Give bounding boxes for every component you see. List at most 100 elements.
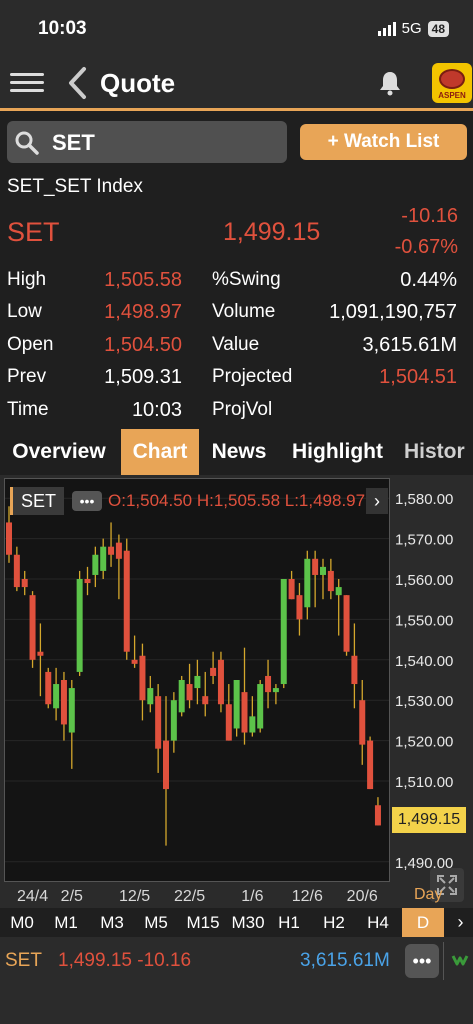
stat-label-projvol: ProjVol [212, 399, 273, 420]
candle-body [115, 542, 122, 559]
y-tick-label: 1,520.00 [395, 734, 453, 751]
candle-body [108, 546, 115, 555]
tab-chart[interactable]: Chart [121, 429, 199, 475]
candle-body [225, 704, 232, 741]
candle-body [21, 579, 28, 588]
index-name: SET_SET Index [7, 176, 143, 197]
timeframe-m30[interactable]: M30 [231, 912, 265, 932]
back-arrow-icon[interactable] [66, 66, 88, 100]
chart-options-icon[interactable]: ••• [72, 491, 102, 511]
chart-symbol-chip[interactable]: SET [10, 487, 64, 515]
y-tick-label: 1,570.00 [395, 532, 453, 549]
hamburger-menu-icon[interactable] [10, 68, 44, 96]
candle-body [6, 522, 12, 555]
more-options-icon[interactable]: ••• [405, 944, 439, 978]
chevron-right-icon[interactable]: › [366, 488, 388, 514]
aspen-logo[interactable]: ASPEN [432, 63, 472, 103]
candle-body [92, 554, 99, 575]
status-icons: 5G 48 [377, 20, 449, 37]
x-tick-label: 20/6 [347, 888, 378, 905]
candle-body [123, 550, 130, 652]
battery-icon: 48 [427, 20, 449, 37]
candle-body [139, 655, 146, 701]
timeframe-d[interactable]: D [402, 908, 444, 937]
market-signal-icon[interactable] [450, 950, 470, 970]
add-watch-list-button[interactable]: + Watch List [300, 124, 467, 160]
x-tick-label: 1/6 [241, 888, 263, 905]
candle-body [241, 692, 248, 733]
tab-news[interactable]: News [211, 440, 267, 463]
candle-body [68, 688, 75, 733]
bottom-symbol: SET [5, 950, 42, 971]
timeframe-m3[interactable]: M3 [100, 912, 124, 932]
tab-overview[interactable]: Overview [12, 440, 106, 463]
search-input[interactable]: SET [52, 130, 95, 155]
candle-body [13, 554, 20, 588]
stat-label-value: Value [212, 334, 260, 355]
candle-body [53, 684, 60, 709]
candle-body [60, 680, 67, 725]
quote-panel [0, 111, 473, 429]
candle-body [288, 579, 295, 600]
timeframe-m1[interactable]: M1 [54, 912, 78, 932]
y-tick-label: 1,580.00 [395, 491, 453, 508]
candle-body [257, 684, 264, 729]
candle-body [163, 740, 169, 790]
candle-body [100, 546, 107, 571]
candle-body [351, 655, 358, 685]
candle-body [84, 579, 91, 584]
price-change: -10.16 [401, 205, 458, 227]
stat-value-prev: 1,509.31 [104, 366, 182, 388]
x-tick-label: 24/4 [17, 888, 48, 905]
chart-ohlc-readout: O:1,504.50 H:1,505.58 L:1,498.97 [108, 491, 366, 510]
stat-label-open: Open [7, 334, 54, 355]
bell-icon[interactable] [378, 70, 402, 96]
candle-body [76, 579, 83, 672]
stat-label-low: Low [7, 301, 42, 322]
chevron-right-icon[interactable]: › [457, 912, 464, 932]
cellular-signal-icon [377, 21, 396, 36]
stat-value-swing: 0.44% [400, 269, 457, 291]
timeframe-m0[interactable]: M0 [10, 912, 34, 932]
candle-body [272, 688, 279, 693]
candle-body [155, 696, 162, 749]
candle-body [359, 700, 366, 745]
tab-history[interactable]: Histor [404, 440, 465, 463]
x-tick-label: 2/5 [61, 888, 83, 905]
candle-body [178, 680, 185, 713]
candle-body [186, 684, 193, 701]
search-box[interactable] [7, 121, 287, 163]
timeframe-h4[interactable]: H4 [367, 912, 389, 932]
y-tick-label: 1,510.00 [395, 774, 453, 791]
bottom-price-change: 1,499.15 -10.16 [58, 950, 192, 971]
candle-body [312, 558, 319, 575]
timeframe-bar [0, 908, 473, 937]
candle-body [367, 740, 374, 790]
candle-body [147, 688, 154, 705]
candle-body [296, 595, 303, 620]
stat-label-time: Time [7, 399, 49, 420]
candle-body [170, 700, 177, 741]
timeframe-m5[interactable]: M5 [144, 912, 168, 932]
timeframe-h1[interactable]: H1 [278, 912, 300, 932]
timeframe-m15[interactable]: M15 [186, 912, 220, 932]
bottom-ticker-bar [0, 937, 473, 1024]
timeframe-h2[interactable]: H2 [323, 912, 345, 932]
x-tick-label: 12/5 [119, 888, 150, 905]
stat-value-value: 3,615.61M [362, 334, 457, 356]
stat-value-projected: 1,504.51 [379, 366, 457, 388]
last-price-tag: 1,499.15 [392, 807, 466, 833]
stat-label-projected: Projected [212, 366, 293, 387]
price-change-percent: -0.67% [394, 236, 458, 258]
page-title: Quote [100, 68, 176, 98]
candlestick-chart[interactable]: 1,580.00 1,570.00 1,560.00 1,550.00 1,540.00… [0, 475, 473, 907]
tab-bar [0, 429, 473, 475]
x-tick-label: 22/5 [174, 888, 205, 905]
header-divider [0, 108, 473, 111]
stat-label-swing: %Swing [212, 269, 281, 290]
tab-highlight[interactable]: Highlight [292, 440, 383, 463]
expand-icon[interactable] [430, 868, 464, 902]
candle-body [304, 558, 311, 608]
candle-body [374, 805, 381, 826]
last-price: 1,499.15 [223, 218, 321, 246]
